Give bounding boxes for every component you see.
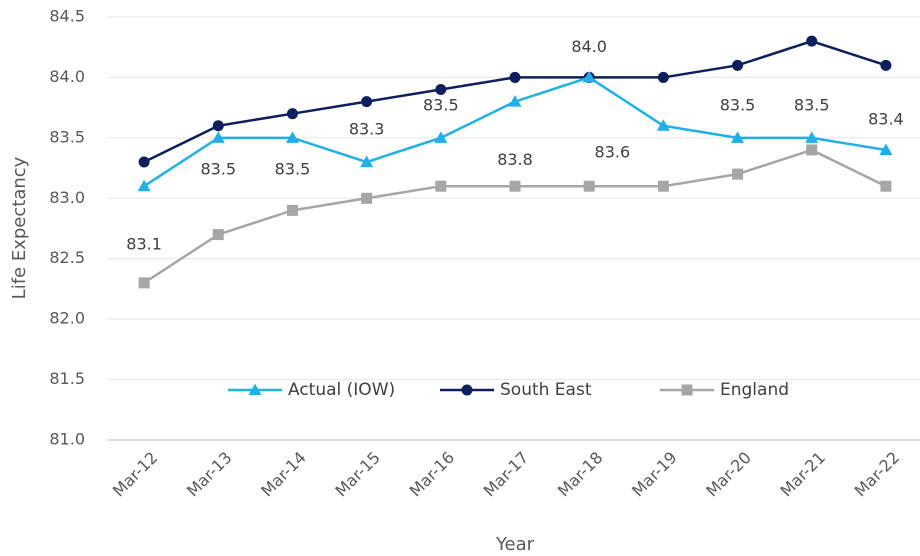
data-label: 83.5 [423, 95, 459, 114]
marker [286, 204, 298, 216]
data-label: 83.5 [200, 159, 236, 178]
x-tick-label: Mar-13 [183, 448, 236, 501]
data-label: 83.5 [720, 95, 756, 114]
marker [583, 180, 595, 192]
marker [806, 144, 818, 156]
x-tick-label: Mar-17 [480, 448, 533, 501]
marker [248, 383, 262, 395]
y-tick-label: 82.5 [49, 248, 85, 267]
marker [286, 108, 298, 120]
marker [435, 180, 447, 192]
marker [657, 180, 669, 192]
data-label: 83.1 [126, 235, 162, 254]
marker [657, 71, 669, 83]
series-line [143, 148, 887, 284]
y-tick-label: 84.0 [49, 67, 85, 86]
marker [137, 179, 151, 192]
y-tick-label: 82.0 [49, 309, 85, 328]
x-tick-label: Mar-15 [331, 448, 384, 501]
data-label: 83.8 [497, 150, 533, 169]
x-tick-label: Mar-22 [851, 448, 904, 501]
y-axis-title: Life Expectancy [9, 156, 30, 299]
marker [212, 229, 224, 241]
marker [212, 120, 224, 132]
x-tick-label: Mar-19 [628, 448, 681, 501]
marker [138, 277, 150, 289]
legend-label: Actual (IOW) [288, 380, 395, 400]
x-tick-label: Mar-20 [702, 448, 755, 501]
marker [880, 180, 892, 192]
data-label: 83.3 [349, 120, 385, 139]
series-line [143, 76, 887, 188]
y-tick-label: 83.0 [49, 188, 85, 207]
data-label: 83.5 [794, 95, 830, 114]
legend-label: South East [500, 380, 592, 400]
x-tick-label: Mar-18 [554, 448, 607, 501]
y-tick-label: 83.5 [49, 127, 85, 146]
marker [681, 384, 693, 396]
marker [656, 119, 670, 131]
x-axis-title: Year [495, 534, 535, 555]
y-tick-label: 81.0 [49, 430, 85, 449]
x-tick-label: Mar-12 [109, 448, 162, 501]
marker [732, 59, 744, 71]
data-label: 83.4 [868, 109, 904, 128]
y-tick-label: 84.5 [49, 7, 85, 26]
marker [806, 35, 818, 47]
legend-item: Actual (IOW) [228, 380, 395, 400]
marker [508, 95, 522, 107]
x-tick-label: Mar-21 [777, 448, 830, 501]
marker [731, 131, 745, 143]
marker [138, 156, 150, 168]
marker [880, 59, 892, 71]
legend-item: England [660, 380, 789, 400]
data-label: 83.6 [595, 142, 631, 161]
marker [211, 131, 225, 143]
marker [435, 84, 447, 96]
x-tick-label: Mar-14 [257, 448, 310, 501]
marker [361, 192, 373, 204]
marker [509, 71, 521, 83]
legend-label: England [720, 380, 789, 400]
marker [461, 384, 473, 396]
data-label: 84.0 [571, 37, 607, 56]
marker [805, 131, 819, 143]
marker [434, 131, 448, 143]
y-tick-label: 81.5 [49, 369, 85, 388]
marker [361, 96, 373, 108]
data-label: 83.5 [275, 159, 311, 178]
marker [360, 155, 374, 168]
marker [732, 168, 744, 180]
x-tick-label: Mar-16 [406, 448, 459, 501]
marker [879, 143, 893, 155]
marker [285, 131, 299, 143]
marker [582, 70, 596, 83]
marker [509, 180, 521, 192]
legend-item: South East [440, 380, 592, 400]
